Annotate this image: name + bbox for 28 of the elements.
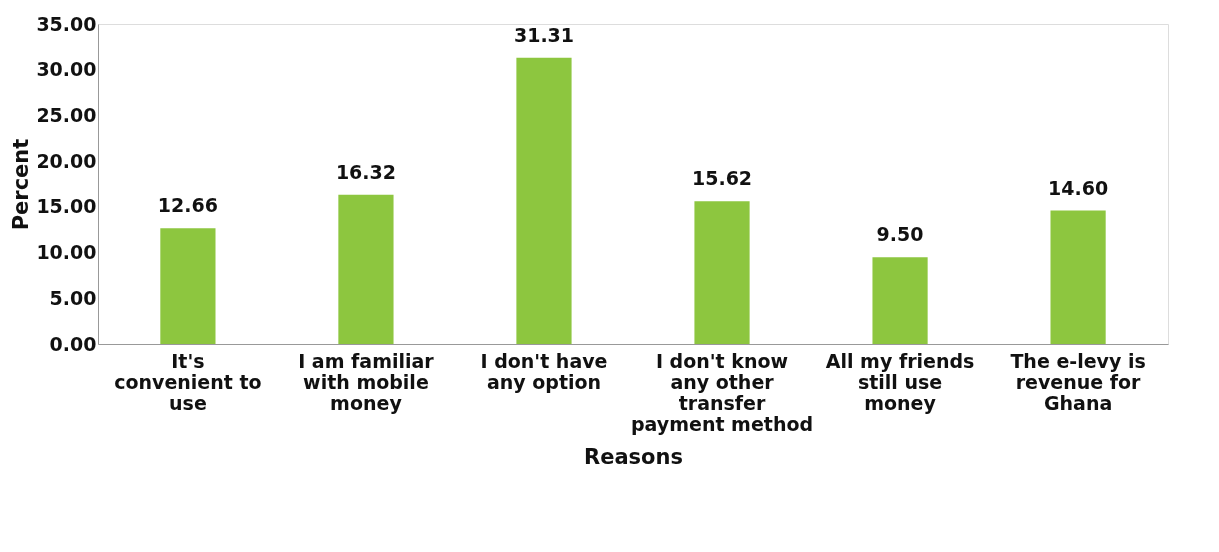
y-tick-label: 20.00 [36, 149, 97, 172]
y-tick-label: 10.00 [36, 241, 97, 264]
bar [694, 201, 750, 344]
y-tick-label: 5.00 [49, 286, 97, 309]
bar [338, 194, 394, 344]
y-axis-title: Percent [9, 138, 34, 231]
y-tick-label: 30.00 [36, 58, 97, 81]
bar [516, 57, 572, 344]
bar [872, 257, 928, 344]
data-label: 9.50 [876, 223, 924, 246]
x-tick-label: The e-levy is revenue for Ghana [1010, 349, 1146, 414]
y-tick-label: 35.00 [36, 12, 97, 35]
x-axis-title: Reasons [584, 444, 683, 469]
x-tick-label: I don't have any option [480, 349, 608, 393]
data-label: 14.60 [1048, 176, 1109, 199]
data-label: 15.62 [691, 167, 753, 190]
x-tick-label: All my friends still use money [825, 349, 975, 414]
bar [160, 228, 216, 344]
x-tick-label: I don't know any other transfer payment method [630, 349, 814, 435]
bar [1050, 210, 1106, 344]
data-label: 31.31 [513, 23, 575, 46]
data-label: 12.66 [157, 194, 218, 217]
y-tick-label: 0.00 [49, 332, 97, 355]
x-tick-label: I am familiar with mobile money [298, 349, 435, 414]
y-tick-label: 15.00 [36, 195, 97, 218]
x-tick-label: It's convenient to use [114, 349, 262, 414]
data-label: 16.32 [335, 160, 396, 183]
y-tick-label: 25.00 [36, 103, 97, 126]
